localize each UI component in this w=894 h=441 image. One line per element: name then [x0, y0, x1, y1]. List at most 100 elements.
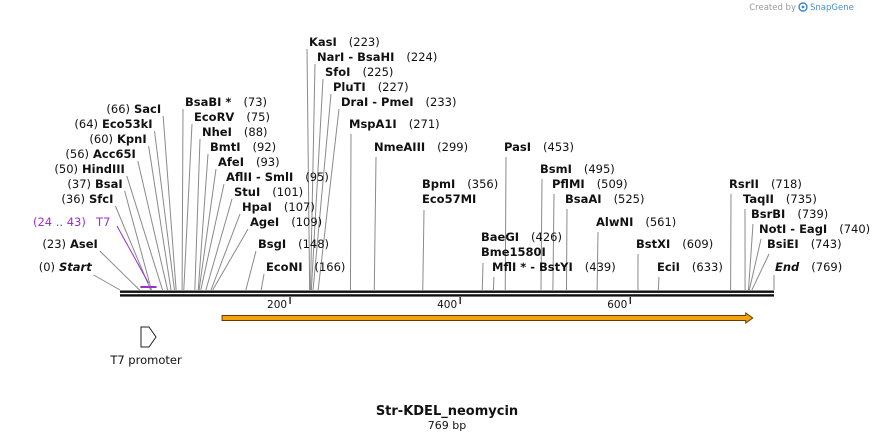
site-name: Eco57MI: [422, 192, 476, 206]
site-name: PasI: [504, 140, 531, 154]
site-sfoi[interactable]: SfoI (225): [325, 65, 393, 79]
site-name: End: [775, 260, 800, 274]
site-leader: [565, 208, 568, 291]
site-pluti[interactable]: PluTI (227): [333, 80, 409, 94]
site-name: RsrII: [729, 177, 759, 191]
site-bstxi[interactable]: BstXI (609): [636, 237, 713, 251]
site-taqii[interactable]: TaqII (735): [743, 192, 817, 206]
site-leader: [312, 93, 332, 291]
site-saci[interactable]: SacI (66): [106, 102, 161, 116]
site-position: (73): [243, 95, 267, 109]
site-start[interactable]: Start (0): [39, 260, 93, 274]
site-leader: [210, 213, 241, 291]
site-leader: [212, 228, 249, 291]
site-pflmi[interactable]: PflMI (509): [552, 177, 628, 191]
site-eco57mi[interactable]: Eco57MI: [422, 192, 476, 206]
site-name: KpnI: [117, 132, 147, 146]
t7-promoter-feature[interactable]: T7 promoter: [109, 326, 182, 367]
site-bsabi[interactable]: BsaBI * (73): [185, 95, 267, 109]
site-afei[interactable]: AfeI (93): [218, 155, 280, 169]
site-alwni[interactable]: AlwNI (561): [596, 215, 676, 229]
site-name: SacI: [134, 102, 161, 116]
site-position: (95): [305, 170, 329, 184]
site-name: Start: [59, 260, 92, 274]
site-position: (60): [89, 132, 113, 146]
site-position: (739): [797, 207, 828, 221]
site-bsgi[interactable]: BsgI (148): [258, 237, 329, 251]
site-end[interactable]: End (769): [775, 260, 842, 274]
site-leader: [373, 156, 377, 291]
site-rsrii[interactable]: RsrII (718): [729, 177, 802, 191]
site-stui[interactable]: StuI (101): [234, 185, 303, 199]
site-position: (56): [65, 147, 89, 161]
site-acc65i[interactable]: Acc65I (56): [65, 147, 135, 161]
site-drai-pmei[interactable]: DraI - PmeI (233): [341, 95, 456, 109]
site-noti-eagi[interactable]: NotI - EagI (740): [759, 222, 870, 236]
site-leader: [205, 198, 233, 291]
site-position: (633): [692, 260, 723, 274]
site-name: PluTI: [333, 80, 366, 94]
site-bpmi[interactable]: BpmI (356): [422, 177, 498, 191]
primer-range: (24 .. 43): [33, 215, 86, 229]
site-agei[interactable]: AgeI (109): [250, 215, 322, 229]
site-leader: [126, 175, 163, 291]
site-asei[interactable]: AseI (23): [42, 237, 97, 251]
site-bsrbi[interactable]: BsrBI (739): [751, 207, 828, 221]
site-nhei[interactable]: NheI (88): [202, 125, 268, 139]
site-baegi[interactable]: BaeGI (426): [481, 230, 562, 244]
primer-t7[interactable]: (24 .. 43) T7: [33, 215, 157, 288]
site-ecii[interactable]: EciI (633): [657, 260, 723, 274]
site-name: BsiEI: [767, 237, 799, 251]
site-leader: [93, 274, 121, 291]
site-ecorv[interactable]: EcoRV (75): [194, 110, 270, 124]
site-leader: [422, 209, 425, 291]
site-leader: [197, 153, 209, 291]
site-mfli-bstyi[interactable]: MflI * - BstYI (439): [492, 260, 616, 274]
site-econi[interactable]: EcoNI (166): [266, 260, 345, 274]
site-nari-bsahi[interactable]: NarI - BsaHI (224): [317, 50, 437, 64]
site-position: (224): [406, 50, 437, 64]
site-sfci[interactable]: SfcI (36): [61, 192, 113, 206]
site-kpni[interactable]: KpnI (60): [89, 132, 146, 146]
site-aflii-smli[interactable]: AflII - SmlI (95): [226, 170, 329, 184]
site-nmeaiii[interactable]: NmeAIII (299): [374, 140, 468, 154]
site-name: EcoNI: [266, 260, 302, 274]
site-leader: [148, 145, 172, 291]
orf-arrow[interactable]: [221, 312, 754, 324]
site-name: NheI: [202, 125, 232, 139]
site-name: EcoRV: [194, 110, 234, 124]
site-pasi[interactable]: PasI (453): [504, 140, 574, 154]
site-position: (769): [811, 260, 842, 274]
site-name: SfcI: [89, 192, 113, 206]
site-leader: [317, 108, 340, 291]
site-name: AlwNI: [596, 215, 633, 229]
site-name: StuI: [234, 185, 260, 199]
site-position: (66): [106, 102, 130, 116]
site-bme1580i[interactable]: Bme1580I: [481, 245, 546, 259]
site-mspa1i[interactable]: MspA1I (271): [349, 117, 440, 131]
site-position: (88): [244, 125, 268, 139]
site-bsmi[interactable]: BsmI (495): [540, 162, 615, 176]
site-position: (509): [597, 177, 628, 191]
site-bmti[interactable]: BmtI (92): [210, 140, 276, 154]
site-leader: [124, 190, 152, 291]
site-position: (525): [614, 192, 645, 206]
site-leader: [306, 48, 311, 291]
site-name: BsmI: [540, 162, 572, 176]
site-kasi[interactable]: KasI (223): [309, 35, 380, 49]
site-name: KasI: [309, 35, 337, 49]
site-bsaai[interactable]: BsaAI (525): [565, 192, 645, 206]
site-name: BstXI: [636, 237, 670, 251]
site-bsiei[interactable]: BsiEI (743): [767, 237, 842, 251]
site-leader: [181, 108, 184, 291]
site-position: (109): [291, 215, 322, 229]
site-hpai[interactable]: HpaI (107): [242, 200, 315, 214]
site-hindiii[interactable]: HindIII (50): [54, 162, 124, 176]
site-name: Bme1580I: [481, 245, 546, 259]
site-name: EciI: [657, 260, 680, 274]
site-leader: [99, 250, 140, 291]
site-bsai[interactable]: BsaI (37): [67, 177, 122, 191]
site-position: (23): [42, 237, 66, 251]
site-name: BsaBI *: [185, 95, 231, 109]
site-eco53ki[interactable]: Eco53kI (64): [74, 117, 152, 131]
